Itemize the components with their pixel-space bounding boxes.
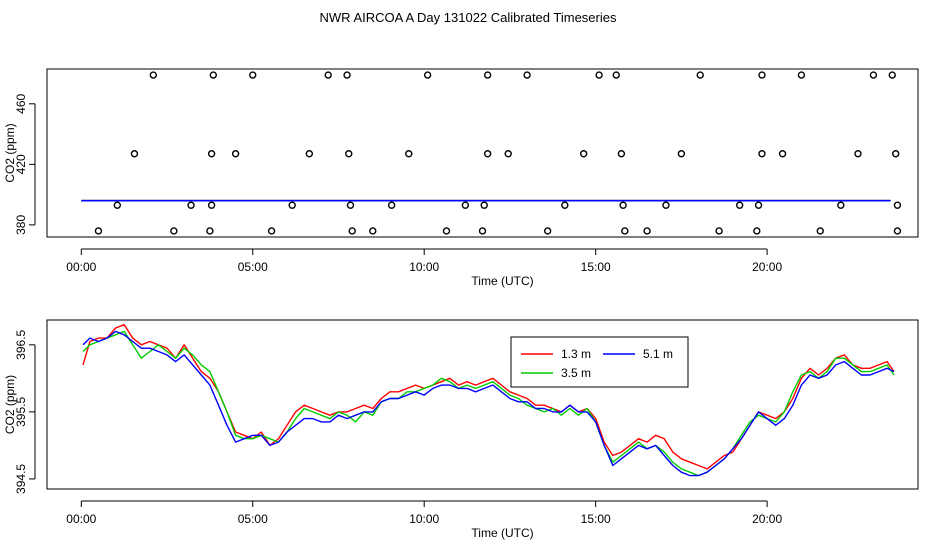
data-point (595, 71, 603, 79)
data-point (561, 201, 569, 209)
data-point (345, 150, 353, 158)
x-tick-label: 05:00 (238, 512, 268, 526)
legend-label: 1.3 m (561, 347, 591, 361)
data-point (113, 201, 121, 209)
y-axis-title: CO2 (ppm) (3, 375, 17, 434)
bottom-panel: 00:00 05:00 10:00 15:00 20:00 Time (UTC) 394.5… (3, 319, 919, 540)
data-point (523, 71, 531, 79)
plot-frame (46, 68, 919, 238)
data-point (893, 227, 902, 235)
data-point (893, 201, 902, 209)
data-point (170, 227, 178, 235)
data-point (130, 150, 139, 158)
plot-frame (46, 319, 919, 490)
y-tick-label: 396.5 (14, 329, 28, 359)
data-point (579, 150, 588, 158)
data-point (619, 201, 627, 209)
data-point (797, 71, 806, 79)
x-tick-label: 15:00 (581, 512, 611, 526)
data-point (442, 227, 451, 235)
data-point (643, 227, 651, 235)
data-point (461, 201, 470, 209)
data-point (754, 201, 763, 209)
data-point (892, 150, 900, 158)
data-point (696, 71, 704, 79)
data-point (209, 71, 218, 79)
data-point (206, 227, 214, 235)
data-point (231, 150, 240, 158)
y-tick-label: 460 (14, 93, 28, 113)
data-point (869, 71, 878, 79)
data-point (207, 201, 216, 209)
data-point (662, 201, 670, 209)
data-point (778, 150, 787, 158)
y-axis-title: CO2 (ppm) (3, 123, 17, 182)
data-point (324, 71, 332, 79)
x-tick-label: 20:00 (752, 260, 782, 274)
data-point (305, 150, 314, 158)
data-point (405, 150, 413, 158)
data-point (837, 201, 845, 209)
data-point (753, 227, 761, 235)
data-point (504, 150, 512, 158)
x-tick-label: 00:00 (66, 512, 96, 526)
legend-label: 3.5 m (561, 366, 591, 380)
data-point (187, 201, 195, 209)
x-tick-label: 00:00 (66, 260, 96, 274)
x-axis-title: Time (UTC) (471, 526, 533, 540)
data-point (543, 227, 552, 235)
top-panel: 00:00 05:00 10:00 15:00 20:00 Time (UTC) 380 42… (3, 68, 919, 288)
data-point (369, 227, 377, 235)
data-point (267, 227, 276, 235)
y-tick-label: 394.5 (14, 464, 28, 494)
x-tick-label: 10:00 (409, 512, 439, 526)
y-tick-label: 380 (14, 215, 28, 235)
data-point (621, 227, 629, 235)
y-tick-label: 420 (14, 154, 28, 174)
data-point (483, 150, 492, 158)
series-line-3-5-m (82, 330, 895, 477)
x-tick-label: 15:00 (581, 260, 611, 274)
data-point (348, 227, 356, 235)
data-point (149, 71, 158, 79)
data-point (888, 71, 896, 79)
data-point (288, 201, 296, 209)
x-tick-label: 10:00 (409, 260, 439, 274)
legend: 1.3 m 5.1 m 3.5 m (510, 336, 689, 388)
data-point (387, 201, 396, 209)
chart-title: NWR AIRCOA A Day 131022 Calibrated Times… (320, 10, 617, 25)
data-point (483, 71, 492, 79)
data-point (758, 150, 766, 158)
data-point (343, 71, 351, 79)
x-tick-label: 20:00 (752, 512, 782, 526)
x-tick-label: 05:00 (238, 260, 268, 274)
data-point (617, 150, 626, 158)
data-point (612, 71, 620, 79)
x-axis-title: Time (UTC) (471, 274, 533, 288)
data-point (480, 201, 488, 209)
data-point (758, 71, 766, 79)
legend-label: 5.1 m (643, 347, 673, 361)
data-point (346, 201, 355, 209)
data-point (249, 71, 257, 79)
data-point (423, 71, 432, 79)
y-tick-label: 395.5 (14, 397, 28, 427)
data-point (207, 150, 216, 158)
data-point (735, 201, 744, 209)
data-point (715, 227, 723, 235)
data-point (94, 227, 103, 235)
data-point (854, 150, 862, 158)
series-line-5-1-m (82, 330, 895, 477)
series-line-1-3-m (82, 324, 895, 470)
data-point (478, 227, 487, 235)
legend-box (510, 336, 689, 388)
data-point (816, 227, 824, 235)
data-point (677, 150, 686, 158)
